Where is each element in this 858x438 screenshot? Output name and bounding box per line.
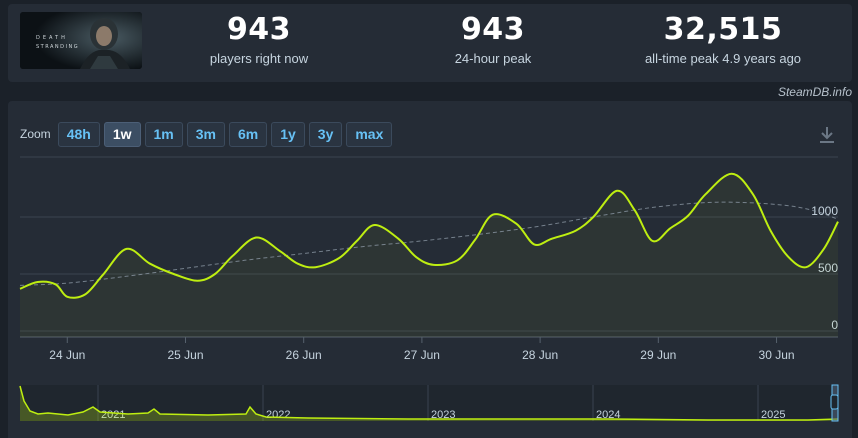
current-players-stat: 943 players right now bbox=[184, 12, 334, 68]
zoom-48h-button[interactable]: 48h bbox=[57, 121, 100, 147]
y-tick-label: 0 bbox=[831, 318, 838, 332]
x-tick-label: 30 Jun bbox=[759, 348, 795, 362]
steamdb-credit[interactable]: SteamDB.info bbox=[777, 85, 852, 99]
all-time-peak-value: 32,515 bbox=[663, 12, 783, 47]
peak-24h-value: 943 bbox=[460, 12, 526, 47]
x-tick-label: 25 Jun bbox=[167, 348, 203, 362]
chart-panel: 0 500 1000 24 Jun 25 Jun 26 Jun 27 Jun 28 Jun 29… bbox=[8, 101, 852, 438]
current-players-value: 943 bbox=[226, 12, 292, 47]
navigator-area bbox=[20, 386, 838, 421]
zoom-1y-button[interactable]: 1y bbox=[271, 121, 305, 147]
peak-24h-label: 24-hour peak bbox=[454, 51, 532, 66]
x-tick-label: 24 Jun bbox=[49, 348, 85, 362]
navigator-line bbox=[19, 385, 839, 421]
zoom-max-button[interactable]: max bbox=[346, 121, 393, 147]
game-title-line2: STRANDING bbox=[36, 44, 79, 50]
zoom-1w-button[interactable]: 1w bbox=[103, 121, 141, 147]
x-tick-label: 29 Jun bbox=[640, 348, 676, 362]
navigator-year-label: 2025 bbox=[761, 409, 785, 421]
navigator-handle[interactable] bbox=[830, 394, 839, 410]
x-tick-label: 26 Jun bbox=[286, 348, 322, 362]
peak-24h-stat: 943 24-hour peak bbox=[418, 12, 568, 68]
stats-panel: DEATH STRANDING 943 players right now 94… bbox=[8, 4, 852, 82]
game-cover-image[interactable]: DEATH STRANDING bbox=[20, 12, 142, 69]
navigator-background bbox=[20, 385, 838, 421]
y-tick-label: 1000 bbox=[811, 204, 838, 218]
game-cover-art: DEATH STRANDING bbox=[20, 12, 142, 69]
all-time-peak-stat: 32,515 all-time peak 4.9 years ago bbox=[628, 12, 818, 68]
navigator-year-label: 2024 bbox=[596, 409, 620, 421]
zoom-1m-button[interactable]: 1m bbox=[144, 121, 183, 147]
player-count-chart[interactable]: 0 500 1000 24 Jun 25 Jun 26 Jun 27 Jun 28 Jun 29… bbox=[8, 101, 852, 438]
download-icon[interactable] bbox=[818, 125, 836, 145]
players-line bbox=[19, 172, 839, 299]
x-axis-labels: 24 Jun 25 Jun 26 Jun 27 Jun 28 Jun 29 Jun 30 J… bbox=[49, 337, 795, 362]
players-area bbox=[20, 173, 838, 337]
y-tick-label: 500 bbox=[818, 261, 838, 275]
trend-line bbox=[19, 201, 839, 286]
current-players-label: players right now bbox=[209, 51, 309, 66]
navigator[interactable]: 2021 2022 2023 2024 2025 bbox=[19, 384, 839, 422]
x-tick-label: 28 Jun bbox=[522, 348, 558, 362]
all-time-peak-label: all-time peak 4.9 years ago bbox=[644, 51, 802, 66]
navigator-year-label: 2023 bbox=[431, 409, 455, 421]
zoom-bar: Zoom 48h 1w 1m 3m 6m 1y 3y max bbox=[20, 121, 396, 147]
y-axis-labels: 0 500 1000 bbox=[811, 204, 838, 332]
grid-lines bbox=[20, 156, 838, 332]
zoom-6m-button[interactable]: 6m bbox=[228, 121, 268, 147]
x-tick-label: 27 Jun bbox=[404, 348, 440, 362]
zoom-label: Zoom bbox=[20, 127, 51, 141]
zoom-3m-button[interactable]: 3m bbox=[186, 121, 225, 147]
game-title-line1: DEATH bbox=[36, 35, 68, 41]
zoom-3y-button[interactable]: 3y bbox=[308, 121, 343, 147]
